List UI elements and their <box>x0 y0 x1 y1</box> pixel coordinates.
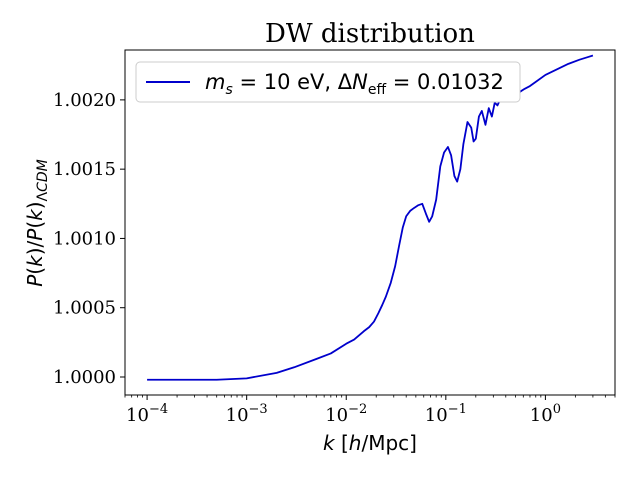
y-axis-label: P(k)/P(k)ΛCDM <box>23 159 51 287</box>
legend: ms = 10 eV, ΔNeff = 0.01032 <box>135 61 521 103</box>
y-tick-label: 1.0020 <box>53 90 116 111</box>
x-tick-label: 10−3 <box>226 402 268 426</box>
y-tick-label: 1.0000 <box>53 367 116 388</box>
chart-title: DW distribution <box>265 19 475 49</box>
legend-box <box>135 61 521 103</box>
x-tick-label: 10−2 <box>325 402 367 426</box>
x-tick-label: 100 <box>530 402 561 426</box>
y-tick-label: 1.0010 <box>53 228 116 249</box>
y-tick-label: 1.0015 <box>53 159 116 180</box>
plot-frame <box>124 49 616 396</box>
x-axis-label: k [h/Mpc] <box>323 431 417 455</box>
x-tick-label: 10−4 <box>126 402 168 426</box>
y-tick-label: 1.0005 <box>53 298 116 319</box>
legend-entry: ms = 10 eV, ΔNeff = 0.01032 <box>205 70 504 98</box>
y-axis: 1.0000 1.0005 1.0010 1.0015 1.0020 <box>53 90 125 388</box>
x-tick-label: 10−1 <box>425 402 467 426</box>
x-axis: 10−4 10−3 10−2 10−1 100 <box>124 395 616 426</box>
series-line <box>147 54 594 381</box>
